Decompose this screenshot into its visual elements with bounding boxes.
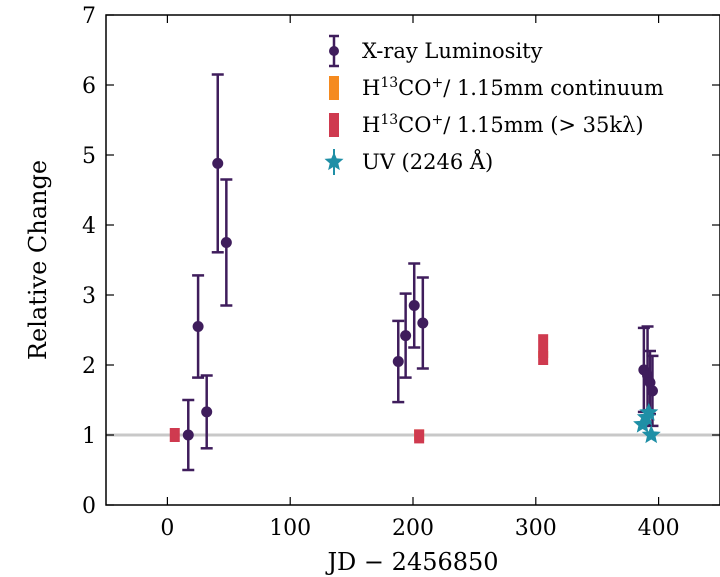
x-tick-label: 100 [269, 516, 311, 541]
data-point [408, 300, 420, 311]
data-point [641, 425, 661, 444]
y-tick-label: 0 [82, 494, 96, 519]
axis-ticks: 0 100 200 300 400 0 1 2 3 4 5 6 7 [82, 4, 720, 541]
x-axis-label: JD − 2456850 [324, 548, 498, 576]
legend: X-ray Luminosity H13CO+/ 1.15mm continuum… [324, 34, 664, 175]
legend-label: X-ray Luminosity [362, 39, 543, 63]
data-point [400, 330, 412, 342]
legend-label: H13CO+/ 1.15mm (> 35kλ) [362, 112, 644, 137]
data-point [212, 157, 224, 169]
y-tick-label: 3 [82, 284, 96, 309]
data-point [192, 321, 204, 332]
legend-item-2: H13CO+/ 1.15mm (> 35kλ) [329, 112, 644, 137]
legend-label: UV (2246 Å) [362, 149, 493, 174]
legend-marker [329, 76, 339, 100]
y-tick-label: 6 [82, 74, 96, 99]
y-tick-label: 2 [82, 354, 96, 379]
legend-item-0: X-ray Luminosity [329, 34, 543, 68]
y-tick-label: 4 [82, 214, 96, 239]
series-3 [633, 402, 661, 444]
legend-marker [329, 46, 339, 56]
y-tick-label: 1 [82, 424, 96, 449]
data-point [417, 317, 429, 329]
x-tick-label: 300 [515, 516, 557, 541]
x-tick-label: 200 [392, 516, 434, 541]
series-0 [182, 73, 659, 472]
data-point [414, 429, 425, 444]
y-tick-label: 5 [82, 144, 96, 169]
data-point [639, 402, 659, 421]
legend-marker [324, 152, 344, 171]
y-tick-label: 7 [82, 4, 96, 29]
legend-marker [329, 113, 339, 137]
x-tick-label: 0 [160, 516, 174, 541]
legend-label: H13CO+/ 1.15mm continuum [362, 75, 664, 100]
data-point [220, 237, 232, 248]
data-point [538, 334, 549, 365]
plot-area [106, 73, 720, 472]
y-axis-label: Relative Change [24, 160, 52, 360]
series-2 [169, 334, 549, 444]
legend-item-1: H13CO+/ 1.15mm continuum [329, 75, 664, 100]
series-1 [414, 351, 549, 441]
data-point [646, 385, 658, 397]
x-tick-label: 400 [638, 516, 680, 541]
legend-item-3: UV (2246 Å) [324, 149, 493, 175]
data-point [392, 356, 404, 367]
data-point [169, 428, 180, 442]
data-point [201, 406, 213, 418]
data-point [182, 429, 194, 441]
